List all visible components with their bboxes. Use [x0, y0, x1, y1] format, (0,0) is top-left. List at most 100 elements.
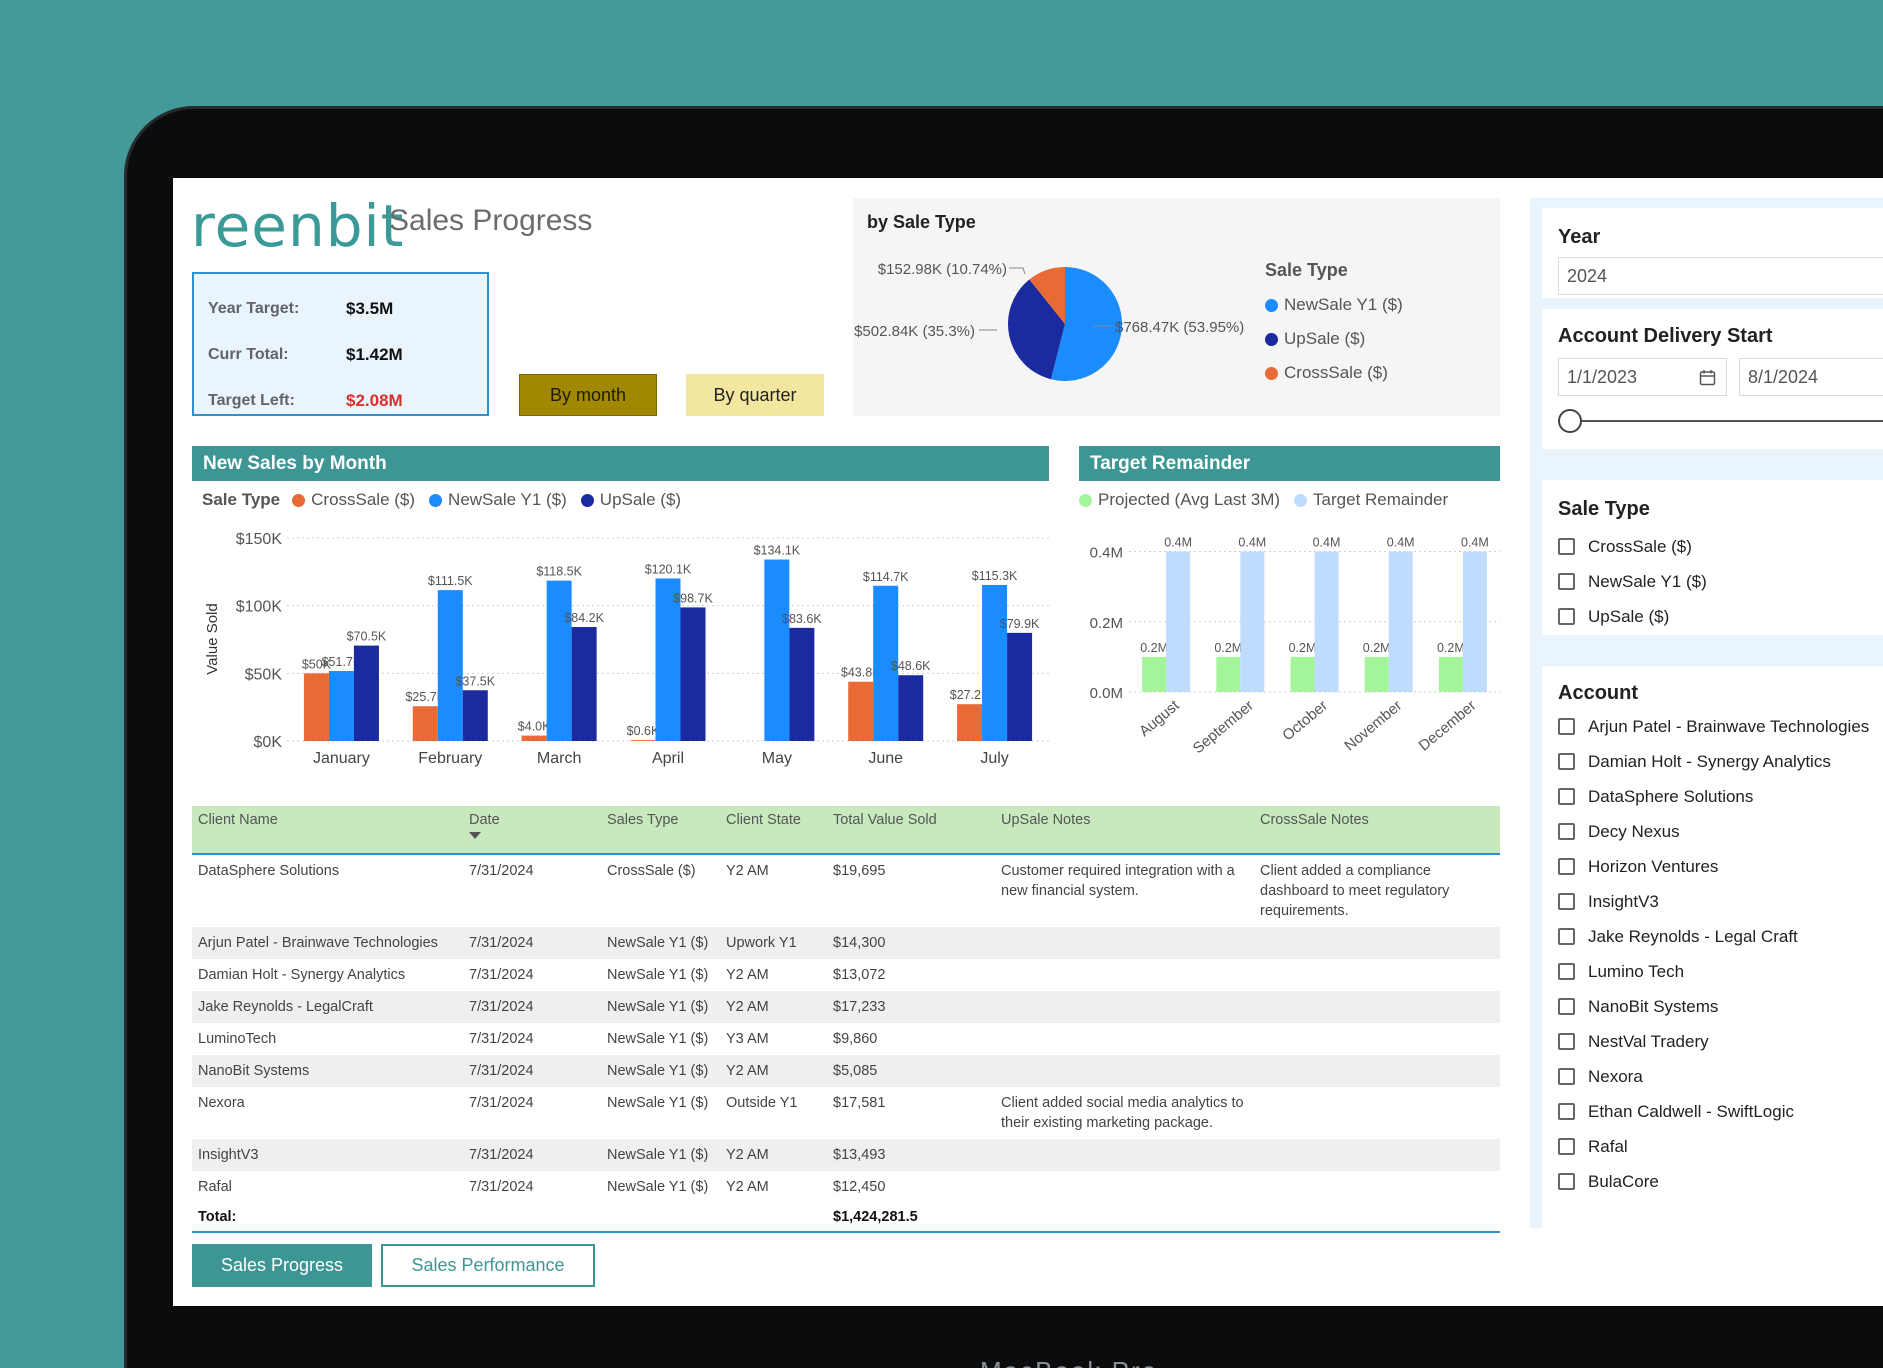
column-header[interactable]: Date — [463, 806, 601, 855]
bar[interactable] — [1364, 656, 1389, 692]
account-option[interactable]: NestVal Tradery — [1558, 1024, 1883, 1059]
bar[interactable] — [957, 704, 983, 741]
account-option[interactable]: DataSphere Solutions — [1558, 779, 1883, 814]
column-header[interactable]: UpSale Notes — [995, 806, 1254, 855]
table-row[interactable]: Jake Reynolds - LegalCraft 7/31/2024 NewSa… — [192, 991, 1500, 1023]
checkbox[interactable] — [1558, 823, 1575, 840]
bar[interactable] — [655, 578, 681, 741]
bar[interactable] — [462, 690, 488, 741]
date-from-input[interactable]: 1/1/2023 — [1558, 358, 1727, 396]
column-header[interactable]: Client State — [720, 806, 827, 855]
bar[interactable] — [1240, 551, 1265, 692]
bar[interactable] — [680, 607, 706, 741]
account-option[interactable]: Jake Reynolds - Legal Craft — [1558, 919, 1883, 954]
bar[interactable] — [546, 580, 572, 741]
checkbox[interactable] — [1558, 928, 1575, 945]
by-quarter-button[interactable]: By quarter — [686, 374, 824, 416]
bar[interactable] — [764, 559, 790, 741]
account-option[interactable]: Ethan Caldwell - SwiftLogic — [1558, 1094, 1883, 1129]
checkbox-label: DataSphere Solutions — [1588, 786, 1754, 806]
sale-type-option[interactable]: NewSale Y1 ($) — [1558, 564, 1883, 599]
account-option[interactable]: Nexora — [1558, 1059, 1883, 1094]
bar[interactable] — [1438, 656, 1463, 692]
bar[interactable] — [437, 590, 463, 741]
kpi-value: $3.5M — [346, 299, 394, 318]
column-header[interactable]: Client Name — [192, 806, 463, 855]
bar[interactable] — [1216, 656, 1241, 692]
bar[interactable] — [1462, 551, 1487, 692]
column-header[interactable]: Sales Type — [601, 806, 720, 855]
bar[interactable] — [1314, 551, 1339, 692]
bar[interactable] — [848, 681, 874, 741]
table-row[interactable]: LuminoTech 7/31/2024 NewSale Y1 ($) Y3 AM $9… — [192, 1023, 1500, 1055]
legend-item-target-remainder: Target Remainder — [1294, 490, 1448, 510]
checkbox[interactable] — [1558, 1138, 1575, 1155]
calendar-icon[interactable] — [1699, 369, 1716, 386]
account-option[interactable]: Damian Holt - Synergy Analytics — [1558, 744, 1883, 779]
bar[interactable] — [1142, 656, 1167, 692]
bar[interactable] — [1166, 551, 1191, 692]
sale-type-option[interactable]: UpSale ($) — [1558, 599, 1883, 634]
bar[interactable] — [521, 735, 547, 741]
checkbox[interactable] — [1558, 788, 1575, 805]
checkbox[interactable] — [1558, 858, 1575, 875]
checkbox[interactable] — [1558, 893, 1575, 910]
account-option[interactable]: Arjun Patel - Brainwave Technologies — [1558, 709, 1883, 744]
pie-slice[interactable] — [1029, 267, 1065, 324]
bar[interactable] — [1290, 656, 1315, 692]
bar[interactable] — [353, 645, 379, 741]
account-option[interactable]: BulaCore — [1558, 1164, 1883, 1199]
bar[interactable] — [1388, 551, 1413, 692]
bar[interactable] — [630, 740, 656, 741]
bar[interactable] — [898, 675, 924, 741]
table-row[interactable]: Nexora 7/31/2024 NewSale Y1 ($) Outside Y1 $… — [192, 1087, 1500, 1139]
legend-dot — [580, 493, 594, 507]
column-header[interactable]: CrossSale Notes — [1254, 806, 1500, 855]
tab-sales-performance[interactable]: Sales Performance — [381, 1244, 595, 1287]
table-row[interactable]: DataSphere Solutions 7/31/2024 CrossSale (… — [192, 854, 1500, 927]
checkbox[interactable] — [1558, 998, 1575, 1015]
checkbox[interactable] — [1558, 1173, 1575, 1190]
account-option[interactable]: InsightV3 — [1558, 884, 1883, 919]
tab-sales-progress[interactable]: Sales Progress — [192, 1244, 372, 1287]
checkbox[interactable] — [1558, 1068, 1575, 1085]
date-range-slider[interactable] — [1558, 406, 1883, 436]
account-option[interactable]: NanoBit Systems — [1558, 989, 1883, 1024]
checkbox[interactable] — [1558, 753, 1575, 770]
checkbox[interactable] — [1558, 608, 1575, 625]
pie-slice[interactable] — [1050, 267, 1122, 381]
checkbox[interactable] — [1558, 1103, 1575, 1120]
checkbox-label: CrossSale ($) — [1588, 536, 1692, 556]
account-option[interactable]: Rafal — [1558, 1129, 1883, 1164]
year-select[interactable]: 2024 — [1558, 257, 1883, 295]
bar[interactable] — [982, 584, 1008, 741]
table-row[interactable]: Damian Holt - Synergy Analytics 7/31/2024… — [192, 959, 1500, 991]
bar[interactable] — [571, 627, 597, 741]
checkbox[interactable] — [1558, 718, 1575, 735]
bar[interactable] — [873, 585, 899, 741]
checkbox[interactable] — [1558, 538, 1575, 555]
checkbox-label: Rafal — [1588, 1136, 1628, 1156]
bar[interactable] — [1007, 632, 1033, 741]
column-header[interactable]: Total Value Sold — [827, 806, 995, 855]
account-option[interactable]: Lumino Tech — [1558, 954, 1883, 989]
sort-desc-icon[interactable] — [469, 832, 481, 839]
slider-handle[interactable] — [1558, 409, 1582, 433]
bar[interactable] — [789, 627, 815, 741]
checkbox[interactable] — [1558, 1033, 1575, 1050]
bar[interactable] — [412, 706, 438, 741]
table-row[interactable]: Arjun Patel - Brainwave Technologies 7/31… — [192, 927, 1500, 959]
account-option[interactable]: Decy Nexus — [1558, 814, 1883, 849]
pie-slice[interactable] — [1008, 279, 1065, 380]
date-to-input[interactable]: 8/1/2024 — [1738, 358, 1883, 396]
account-option[interactable]: Horizon Ventures — [1558, 849, 1883, 884]
checkbox[interactable] — [1558, 963, 1575, 980]
checkbox[interactable] — [1558, 573, 1575, 590]
table-row[interactable]: Rafal 7/31/2024 NewSale Y1 ($) Y2 AM $12,450 — [192, 1171, 1500, 1203]
by-month-button[interactable]: By month — [519, 374, 657, 416]
table-row[interactable]: NanoBit Systems 7/31/2024 NewSale Y1 ($) Y2… — [192, 1055, 1500, 1087]
bar[interactable] — [328, 671, 354, 741]
table-row[interactable]: InsightV3 7/31/2024 NewSale Y1 ($) Y2 AM $13… — [192, 1139, 1500, 1171]
bar[interactable] — [303, 673, 329, 741]
sale-type-option[interactable]: CrossSale ($) — [1558, 529, 1883, 564]
